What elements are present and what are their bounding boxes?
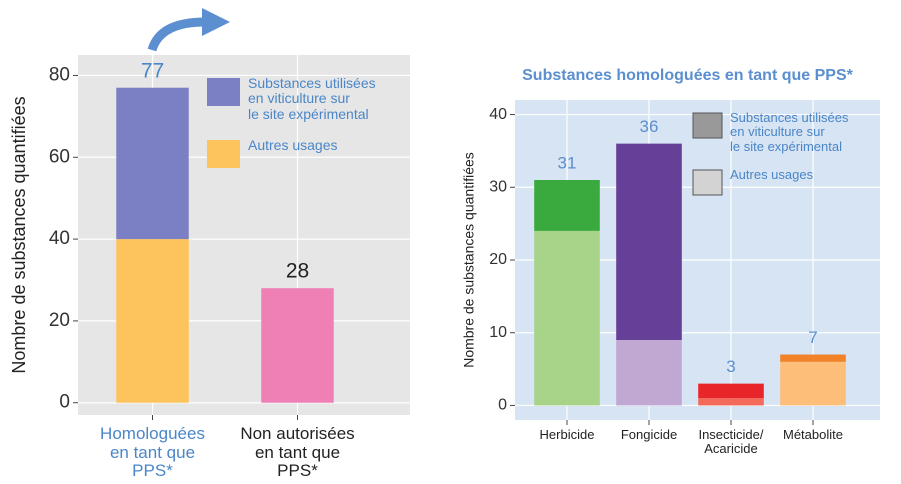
y-tick-label: 0	[59, 392, 70, 413]
bar-segment	[780, 361, 846, 406]
y-tick-label: 30	[489, 178, 507, 195]
x-tick-label: Insecticide/ Acaricide	[698, 427, 764, 457]
x-tick-label: Herbicide	[539, 427, 595, 442]
y-axis-label: Nombre de substances quantifiées	[461, 152, 477, 368]
x-tick-label: Non autorisées en tant que PPS*	[240, 424, 355, 481]
legend-swatch	[207, 78, 240, 106]
bar-segment	[116, 87, 189, 240]
arrow	[147, 17, 206, 52]
value-label: 36	[640, 117, 659, 136]
value-label: 3	[726, 357, 735, 376]
value-label: 28	[286, 260, 309, 283]
bar-segment	[698, 383, 764, 399]
bar-segment	[616, 143, 682, 340]
x-tick-label: Homologuées en tant que PPS*	[100, 424, 205, 481]
y-tick-label: 80	[49, 64, 70, 85]
legend-label: Autres usages	[248, 137, 338, 153]
y-axis-label: Nombre de substances quantifiées	[9, 96, 29, 373]
bar-segment	[616, 340, 682, 406]
legend-swatch	[692, 112, 723, 139]
y-tick-label: 10	[489, 324, 507, 341]
arrow-head	[202, 8, 230, 36]
bar-segment	[534, 180, 600, 231]
y-tick-label: 0	[498, 397, 507, 414]
x-tick-label: Fongicide	[620, 427, 678, 442]
legend-swatch	[692, 169, 723, 196]
legend-label: Autres usages	[730, 167, 814, 182]
bar-segment	[780, 354, 846, 362]
value-label: 31	[558, 153, 577, 172]
y-tick-label: 20	[489, 251, 507, 268]
legend-swatch	[207, 140, 240, 168]
bar-segment	[534, 230, 600, 406]
bar-segment	[698, 398, 764, 406]
bar-segment	[261, 288, 334, 403]
y-tick-label: 40	[49, 228, 70, 249]
value-label: 7	[808, 328, 817, 347]
bar-segment	[116, 239, 189, 403]
x-tick-label: Métabolite	[783, 427, 843, 442]
y-tick-label: 20	[49, 310, 70, 331]
value-label: 77	[141, 59, 164, 82]
legend-label: Substances utilisées en viticulture sur …	[248, 75, 376, 122]
y-tick-label: 60	[49, 146, 70, 167]
legend-label: Substances utilisées en viticulture sur …	[730, 110, 849, 154]
chart-title: Substances homologuées en tant que PPS*	[522, 67, 854, 84]
y-tick-label: 40	[489, 106, 507, 123]
